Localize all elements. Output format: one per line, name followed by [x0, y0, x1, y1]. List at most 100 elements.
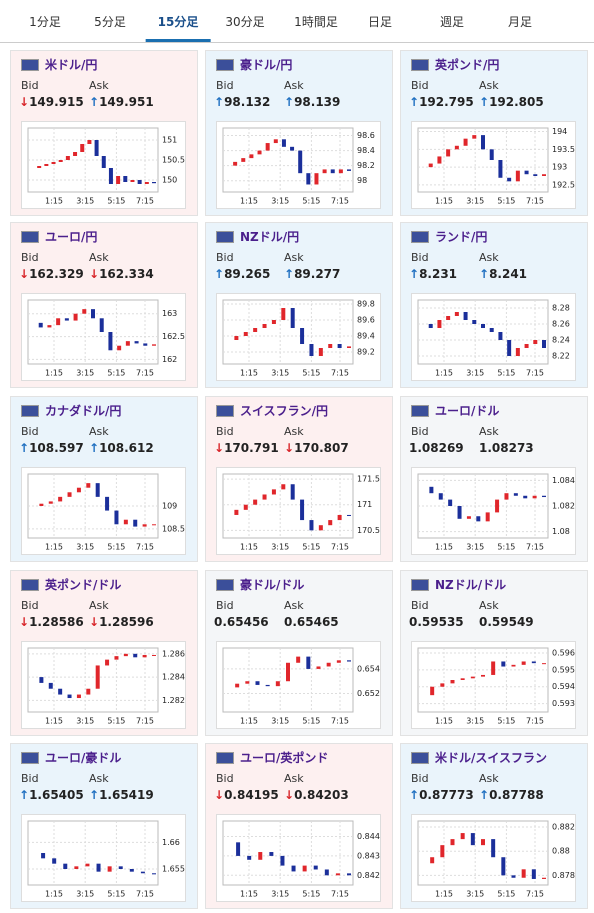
- candle: [275, 681, 280, 687]
- currency-panel[interactable]: 米ドル/円 Bid Ask ↓149.915 ↑149.951 1:15 3:15 5:15 7…: [10, 50, 198, 216]
- pair-name: カナダドル/円: [45, 404, 122, 418]
- tab[interactable]: 1分足: [29, 15, 61, 29]
- ask-label: Ask: [284, 425, 304, 438]
- candle: [95, 665, 100, 689]
- candle: [51, 162, 56, 164]
- ask-value: ↑192.805: [479, 95, 544, 109]
- currency-panel[interactable]: 米ドル/スイスフラン Bid Ask ↑0.87773 ↑0.87788 1:15 3:15…: [400, 743, 588, 909]
- x-tick-label: 3:15: [76, 369, 94, 378]
- candle: [142, 654, 147, 658]
- candle: [495, 499, 500, 513]
- candle: [95, 483, 100, 497]
- bid-value: ↓0.84195: [214, 788, 279, 802]
- ask-label: Ask: [479, 772, 499, 785]
- y-tick-label: 0.652: [357, 689, 380, 698]
- currency-panel[interactable]: ランド/円 Bid Ask ↑8.231 ↑8.241 1:15 3:15 5:15 7:15 8…: [400, 222, 588, 388]
- candle: [101, 156, 106, 168]
- candle: [318, 348, 323, 356]
- ask-label: Ask: [284, 772, 304, 785]
- tab[interactable]: 1時間足: [294, 15, 338, 29]
- bid-label: Bid: [216, 79, 234, 92]
- candle: [481, 839, 485, 846]
- mini-chart: 1:15 3:15 5:15 7:15 162 162.5 163: [27, 299, 185, 378]
- candle: [336, 660, 341, 663]
- candle: [56, 318, 61, 326]
- candle: [265, 143, 270, 151]
- x-tick-label: 7:15: [331, 197, 349, 206]
- candle: [65, 156, 70, 160]
- candle: [262, 494, 267, 500]
- currency-panel[interactable]: ユーロ/豪ドル Bid Ask ↑1.65405 ↑1.65419 1:15 3:15 5:1…: [10, 743, 198, 909]
- ask-label: Ask: [479, 251, 499, 264]
- mini-chart: 1:15 3:15 5:15 7:15 150 150.5 151: [27, 127, 185, 206]
- candle: [450, 680, 455, 684]
- mini-chart: 1:15 3:15 5:15 7:15 0.652 0.654: [222, 647, 380, 726]
- currency-panel[interactable]: ユーロ/英ポンド Bid Ask ↓0.84195 ↓0.84203 1:15 3:15 5:…: [205, 743, 393, 909]
- tab[interactable]: 30分足: [225, 15, 265, 29]
- currency-panel[interactable]: スイスフラン/円 Bid Ask ↓170.791 ↓170.807 1:15 3:15 5:…: [205, 396, 393, 562]
- plot-frame: [222, 473, 354, 539]
- tab[interactable]: 5分足: [94, 15, 126, 29]
- mini-chart: 1:15 3:15 5:15 7:15 1.655 1.66: [27, 820, 185, 899]
- chart-box: 1:15 3:15 5:15 7:15 108.5 109: [21, 467, 186, 555]
- candle: [74, 866, 79, 869]
- candle: [489, 149, 494, 160]
- candle: [48, 501, 53, 504]
- candle: [507, 177, 512, 182]
- pair-name: 豪ドル/ドル: [240, 578, 305, 592]
- currency-panel[interactable]: カナダドル/円 Bid Ask ↑108.597 ↑108.612 1:15 3:15 5:1…: [10, 396, 198, 562]
- x-tick-label: 1:15: [435, 717, 453, 726]
- currency-panel[interactable]: 英ポンド/ドル Bid Ask ↓1.28586 ↓1.28596 1:15 3:15 5:1…: [10, 570, 198, 736]
- bid-value: 1.08269: [409, 441, 464, 455]
- chart-box: 1:15 3:15 5:15 7:15 89.2 89.4 89.6 89.8: [216, 293, 381, 381]
- x-tick-label: 7:15: [136, 890, 154, 899]
- currency-panel[interactable]: ユーロ/ドル Bid Ask 1.08269 1.08273 1:15 3:15 5:15 7:…: [400, 396, 588, 562]
- currency-panel[interactable]: NZドル/円 Bid Ask ↑89.265 ↑89.277 1:15 3:15 5:15 7:…: [205, 222, 393, 388]
- mini-chart: 1:15 3:15 5:15 7:15 108.5 109: [27, 473, 185, 552]
- y-tick-label: 1.084: [552, 476, 575, 485]
- chart-box: 1:15 3:15 5:15 7:15 192.5 193 193.5 194: [411, 121, 576, 209]
- x-tick-label: 7:15: [526, 369, 544, 378]
- candle: [542, 340, 546, 348]
- mini-chart: 1:15 3:15 5:15 7:15 8.22 8.24 8.26 8.28: [417, 299, 570, 378]
- mini-chart: 1:15 3:15 5:15 7:15 0.593 0.594 0.595 0.596: [417, 647, 575, 726]
- candle: [309, 520, 314, 531]
- currency-panel[interactable]: NZドル/ドル Bid Ask 0.59535 0.59549 1:15 3:15 5:15 7…: [400, 570, 588, 736]
- candle: [302, 865, 307, 872]
- bid-value: ↑108.597: [19, 441, 84, 455]
- y-tick-label: 8.26: [552, 320, 570, 329]
- y-tick-label: 0.595: [552, 665, 575, 674]
- y-tick-label: 171: [357, 500, 372, 509]
- currency-panel[interactable]: 豪ドル/ドル Bid Ask 0.65456 0.65465 1:15 3:15 5:15 7:…: [205, 570, 393, 736]
- currency-panel[interactable]: ユーロ/円 Bid Ask ↓162.329 ↓162.334 1:15 3:15 5:15 7…: [10, 222, 198, 388]
- y-tick-label: 194: [552, 127, 567, 136]
- currency-panel[interactable]: 英ポンド/円 Bid Ask ↑192.795 ↑192.805 1:15 3:15 5:15…: [400, 50, 588, 216]
- candle: [460, 833, 465, 840]
- candle: [73, 313, 78, 321]
- candle: [48, 682, 53, 689]
- ask-value: ↑98.139: [284, 95, 341, 109]
- ask-value: ↑108.612: [89, 441, 154, 455]
- candle: [118, 866, 123, 869]
- x-tick-label: 1:15: [240, 369, 258, 378]
- pair-name: 豪ドル/円: [240, 58, 293, 72]
- candle: [466, 516, 471, 519]
- y-tick-label: 1.66: [162, 838, 180, 847]
- candle: [47, 325, 52, 328]
- x-tick-label: 3:15: [76, 543, 94, 552]
- tab[interactable]: 日足: [367, 15, 393, 29]
- pair-name: 英ポンド/円: [435, 58, 500, 72]
- pair-name: 米ドル/円: [45, 58, 98, 72]
- candle: [524, 170, 529, 175]
- candle: [542, 877, 546, 879]
- candle: [531, 661, 536, 664]
- bid-label: Bid: [411, 425, 429, 438]
- candle: [91, 309, 95, 319]
- tab[interactable]: 週足: [439, 15, 465, 29]
- tab[interactable]: 月足: [507, 15, 533, 29]
- tab[interactable]: 15分足: [145, 13, 211, 42]
- flag-icon: [216, 579, 234, 591]
- candle: [137, 180, 142, 184]
- currency-panel[interactable]: 豪ドル/円 Bid Ask ↑98.132 ↑98.139 1:15 3:15 5:15 7:1…: [205, 50, 393, 216]
- ask-value: ↑1.65419: [89, 788, 154, 802]
